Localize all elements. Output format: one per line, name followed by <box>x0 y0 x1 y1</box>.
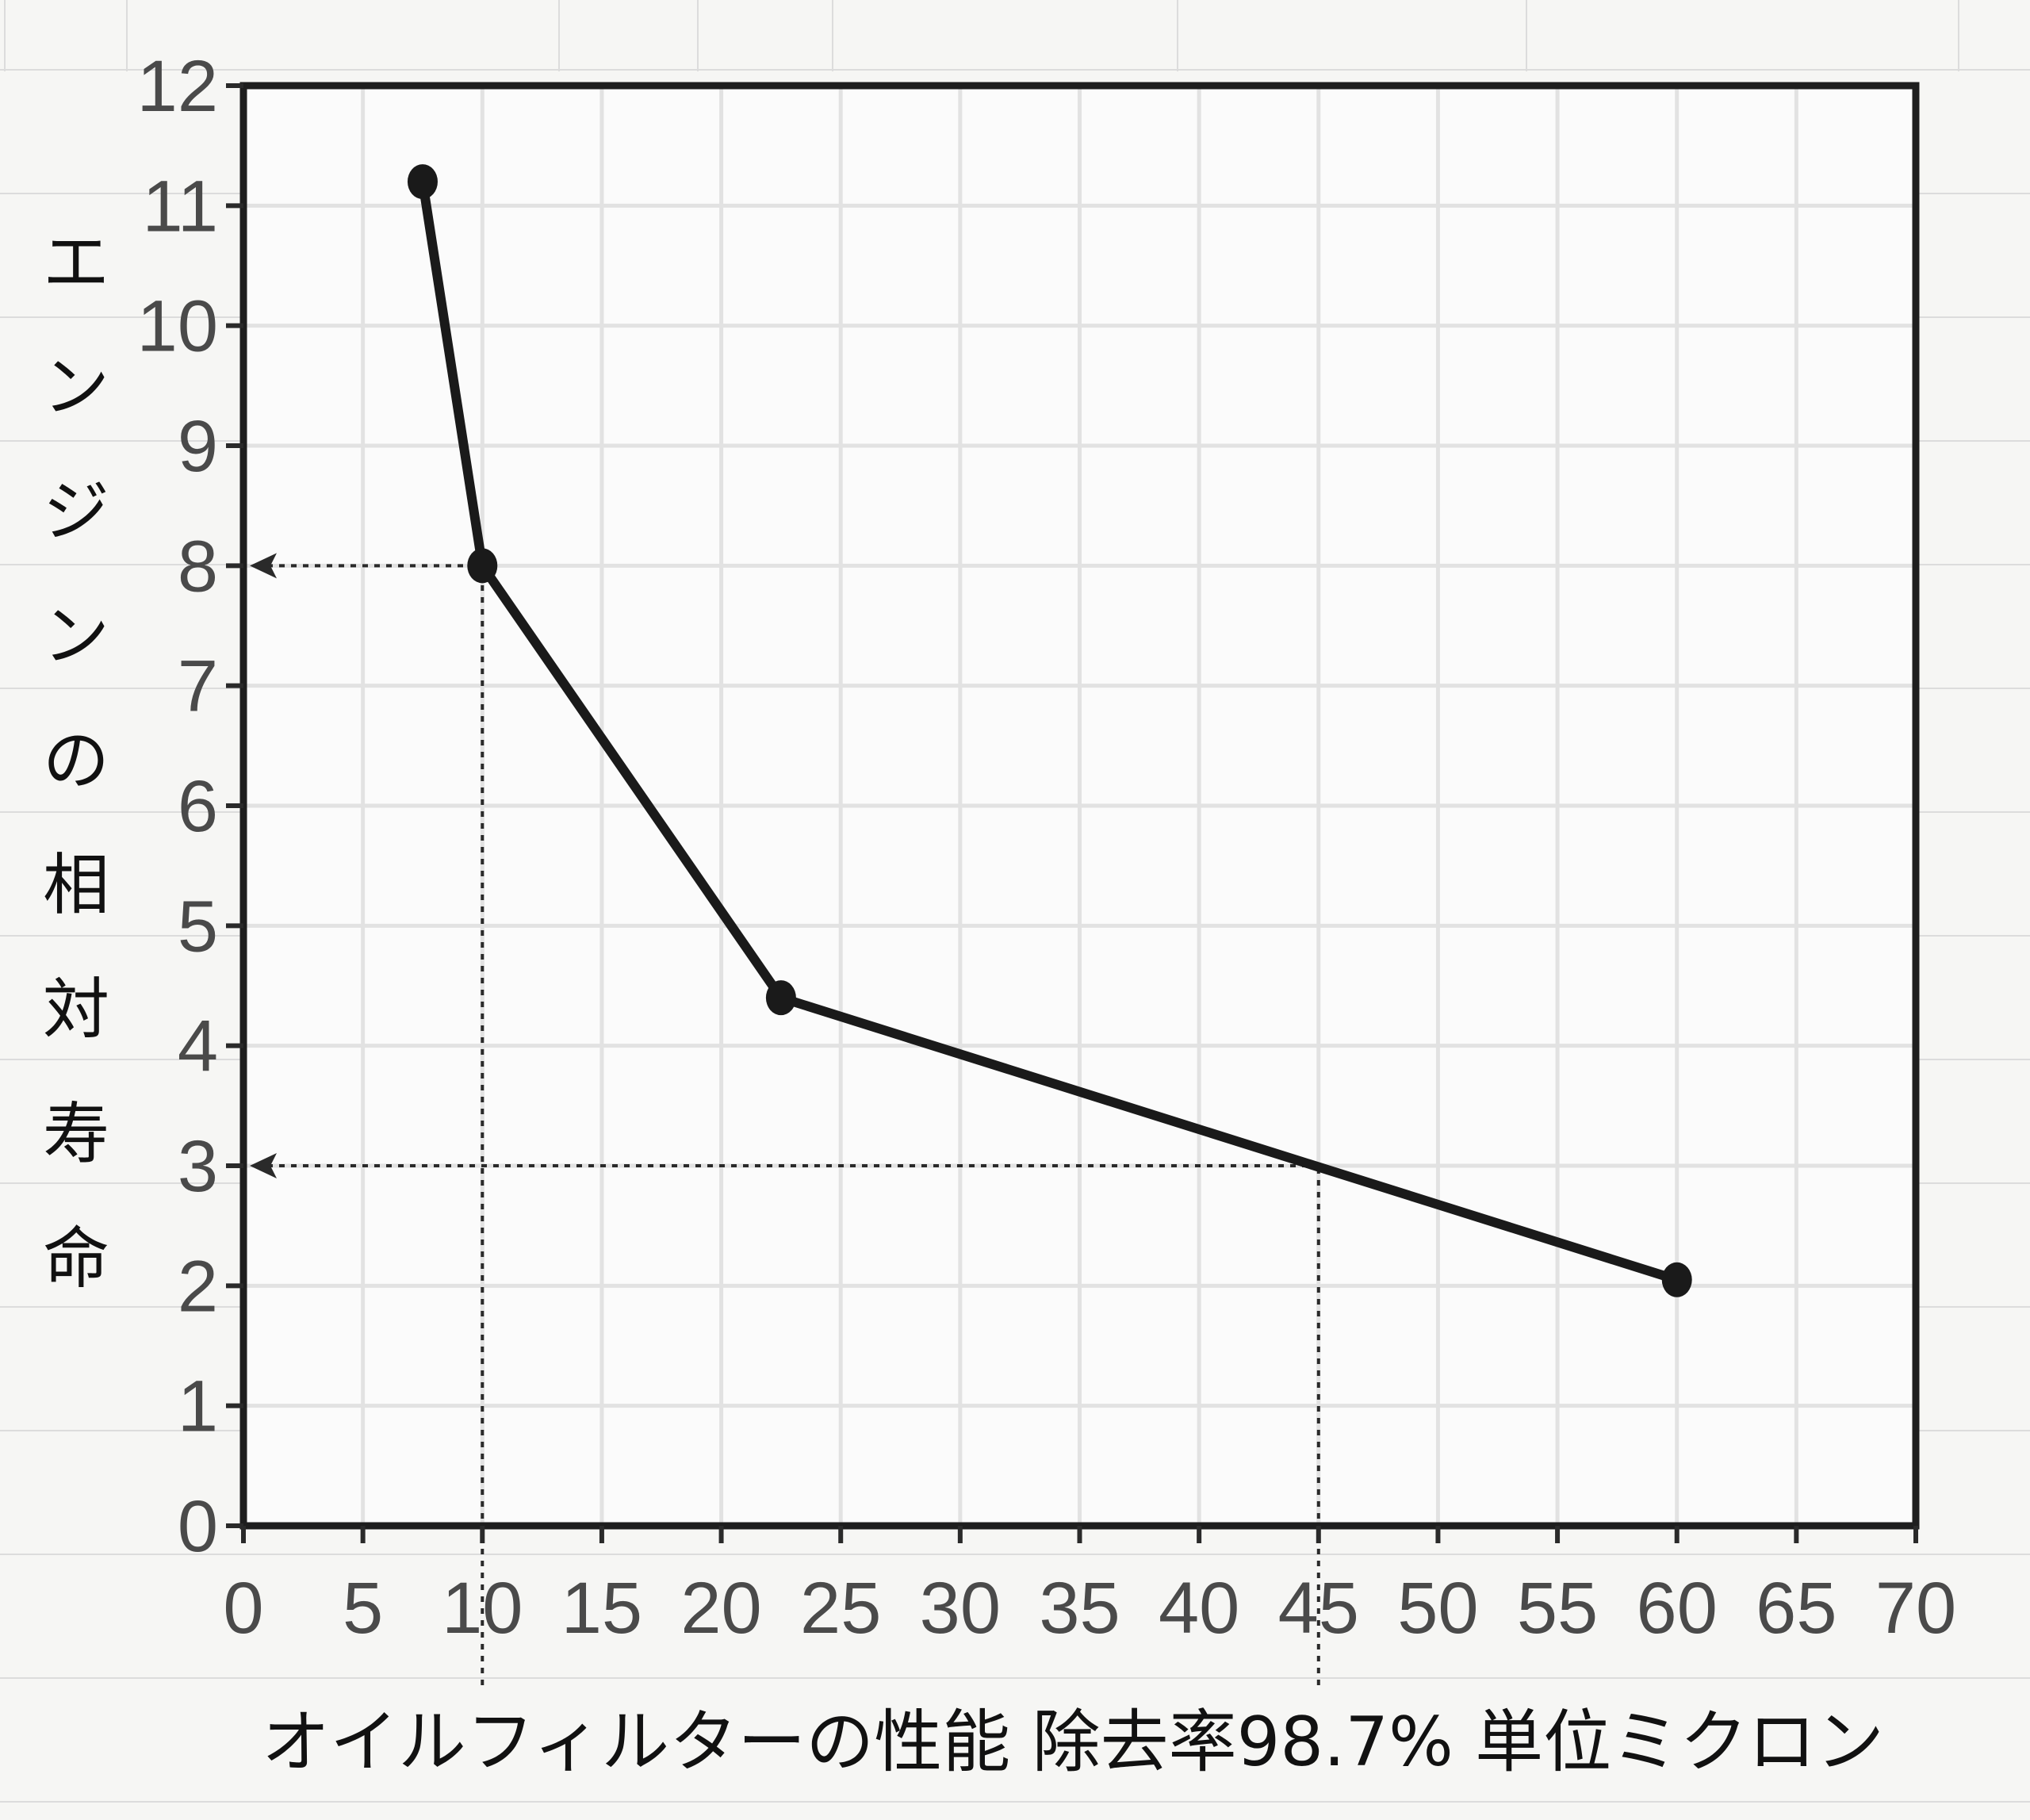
y-tick-label: 12 <box>137 46 218 127</box>
y-axis-title-char: 寿 <box>43 1095 109 1173</box>
x-axis: 0 5 10 15 20 25 30 35 40 45 50 55 60 65 70 <box>223 1526 1956 1649</box>
x-tick-label: 20 <box>680 1568 761 1649</box>
data-point <box>407 164 438 200</box>
x-tick-label: 0 <box>223 1568 263 1649</box>
y-axis-title-char: 相 <box>43 846 109 924</box>
x-tick-label: 10 <box>442 1568 523 1649</box>
x-tick-label: 65 <box>1756 1568 1837 1649</box>
series <box>407 164 1692 1297</box>
x-tick-label: 50 <box>1397 1568 1478 1649</box>
x-tick-label: 55 <box>1517 1568 1598 1649</box>
x-tick-label: 70 <box>1875 1568 1956 1649</box>
y-tick-label: 10 <box>137 286 218 367</box>
x-tick-label: 15 <box>561 1568 642 1649</box>
y-tick-label: 2 <box>178 1246 218 1327</box>
x-tick-label: 35 <box>1039 1568 1120 1649</box>
data-point <box>1661 1262 1692 1297</box>
y-axis-title-char: 対 <box>43 971 109 1048</box>
y-axis-title-char: エ <box>43 224 109 301</box>
x-tick-label: 40 <box>1159 1568 1239 1649</box>
y-tick-label: 8 <box>178 526 218 607</box>
x-tick-label: 5 <box>343 1568 383 1649</box>
y-tick-label: 3 <box>178 1126 218 1207</box>
x-tick-label: 60 <box>1637 1568 1718 1649</box>
x-axis-title: オイルフィルターの性能 除去率98.7% 単位ミクロン <box>262 1703 1884 1782</box>
series-line <box>417 177 1682 1285</box>
y-tick-label: 4 <box>178 1006 218 1087</box>
y-tick-label: 6 <box>178 766 218 847</box>
y-axis-title-char: の <box>43 722 109 799</box>
x-tick-label: 30 <box>920 1568 1001 1649</box>
data-point <box>765 980 796 1016</box>
y-tick-label: 9 <box>178 406 218 487</box>
arrow-head-icon <box>250 553 277 579</box>
y-tick-label: 0 <box>178 1486 218 1567</box>
y-axis-title-char: 命 <box>43 1220 109 1297</box>
y-axis-title-char: ン <box>43 597 109 675</box>
guide-lines <box>250 553 1320 1685</box>
data-point <box>467 548 498 584</box>
x-tick-label: 45 <box>1278 1568 1359 1649</box>
y-axis-title-char: ジ <box>43 473 109 550</box>
y-tick-label: 5 <box>178 886 218 967</box>
y-tick-label: 11 <box>142 166 218 247</box>
x-tick-label: 25 <box>800 1568 881 1649</box>
arrow-head-icon <box>250 1153 277 1178</box>
y-tick-label: 1 <box>178 1366 218 1447</box>
y-axis-title-char: ン <box>43 348 109 426</box>
y-tick-label: 7 <box>178 646 218 727</box>
